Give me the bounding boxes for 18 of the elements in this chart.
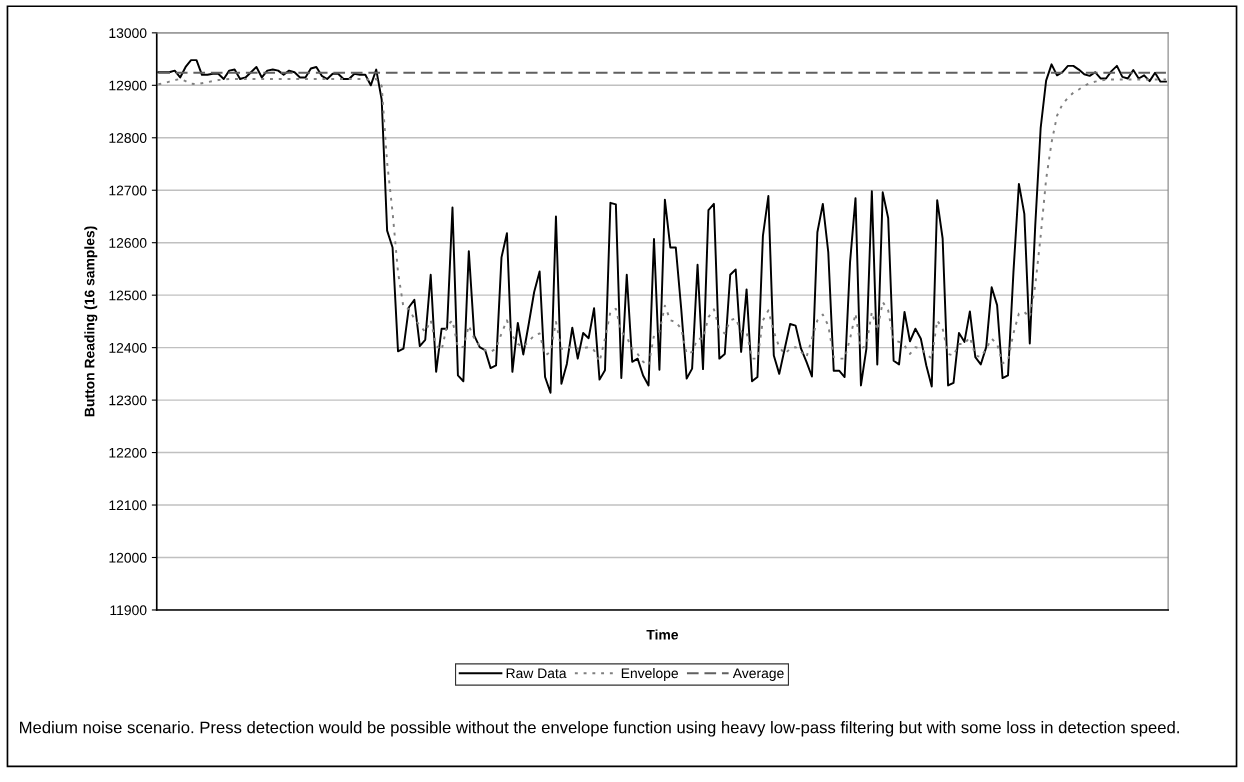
- y-tick-label: 13000: [109, 28, 147, 39]
- y-tick-label: 12900: [109, 80, 147, 91]
- legend-label: Average: [732, 668, 784, 681]
- x-axis-title: Time: [646, 629, 679, 640]
- legend-label: Raw Data: [506, 668, 567, 679]
- y-tick-label: 12800: [109, 133, 147, 143]
- legend-label: Envelope: [621, 667, 679, 681]
- y-tick-label: 12200: [109, 447, 147, 458]
- y-tick-label: 12300: [109, 395, 147, 406]
- y-tick-label: 12700: [109, 185, 147, 196]
- y-axis-title: Button Reading (16 samples): [84, 226, 98, 417]
- y-tick-label: 12000: [109, 552, 147, 563]
- y-tick-label: 12500: [109, 290, 147, 301]
- y-tick-label: 12100: [109, 500, 147, 511]
- text: Medium noise scenario. Press detection would be possible without the envelope function using heavy low-pass filtering but with some loss in detection speed.: [20, 721, 1179, 737]
- y-tick-label: 12400: [109, 342, 147, 353]
- y-tick-label: 11900: [110, 605, 147, 616]
- y-tick-label: 12600: [109, 238, 147, 248]
